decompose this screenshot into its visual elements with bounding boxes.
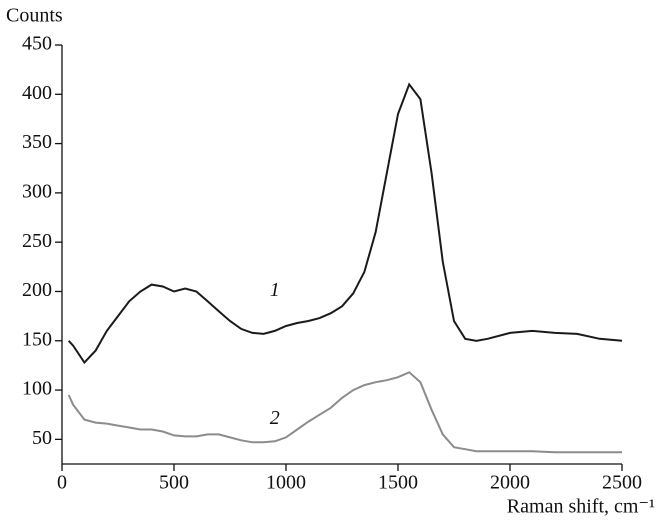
y-tick-label: 200 <box>22 279 52 301</box>
x-tick-label: 500 <box>159 472 189 494</box>
x-tick-label: 2500 <box>602 472 642 494</box>
y-tick-label: 250 <box>22 230 52 252</box>
x-tick-label: 1500 <box>378 472 418 494</box>
y-tick-label: 450 <box>22 33 52 55</box>
y-tick-label: 150 <box>22 328 52 350</box>
x-tick-label: 1000 <box>266 472 306 494</box>
series-line <box>67 82 623 365</box>
series-annotation: 2 <box>270 407 280 429</box>
axes <box>61 45 622 465</box>
y-tick-label: 100 <box>22 378 52 400</box>
y-tick-label: 350 <box>22 131 52 153</box>
y-tick-label: 50 <box>32 427 52 449</box>
y-axis-label: Counts <box>6 5 63 27</box>
y-tick-label: 400 <box>22 82 52 104</box>
x-axis-label: Raman shift, cm⁻¹ <box>507 496 655 518</box>
series-annotation: 1 <box>270 279 280 301</box>
y-tick-label: 300 <box>22 180 52 202</box>
x-tick-label: 2000 <box>490 472 530 494</box>
x-tick-label: 0 <box>57 472 67 494</box>
series-line <box>67 371 622 454</box>
